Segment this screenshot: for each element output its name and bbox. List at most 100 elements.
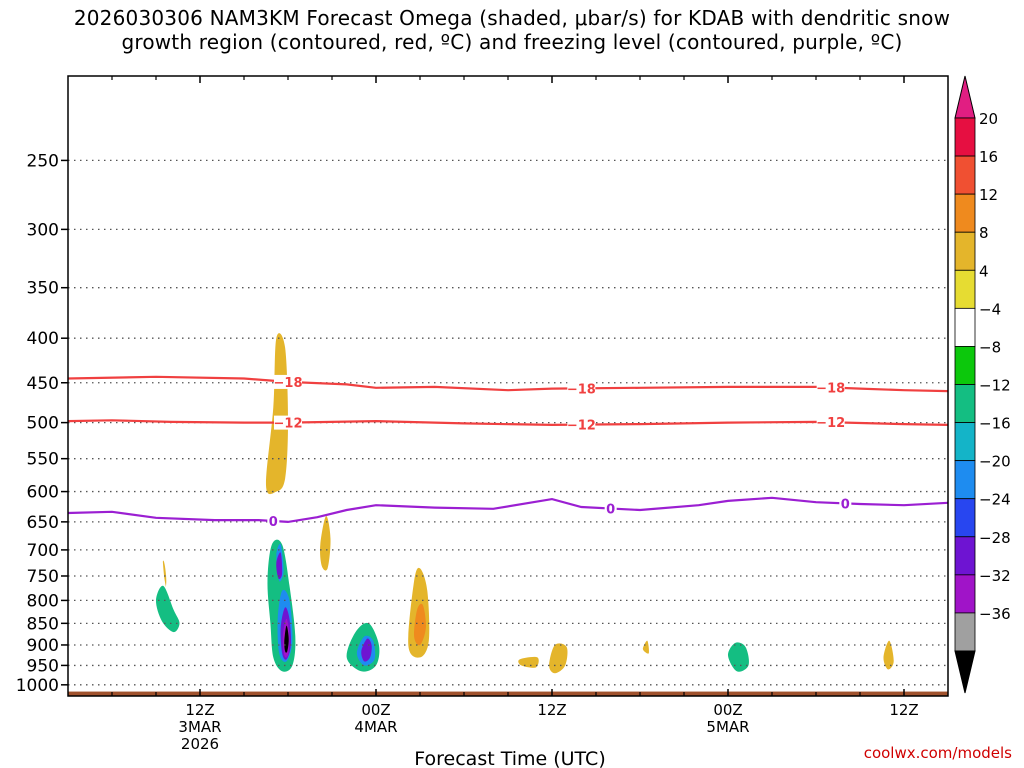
omega-region-12 (309, 636, 318, 662)
colorbar-band-6 (954, 346, 976, 385)
xtick-label-0-2: 2026 (181, 735, 219, 753)
colorbar-label-11: −28 (979, 529, 1011, 547)
omega-region-8 (883, 640, 894, 670)
chart-title: 2026030306 NAM3KM Forecast Omega (shaded… (0, 6, 1024, 54)
omega-region-15 (672, 656, 689, 680)
colorbar-band-3 (954, 231, 976, 271)
colorbar-band-10 (954, 498, 976, 538)
contour-label-bg-2-0 (267, 513, 280, 528)
chart-title-line-2: growth region (contoured, red, ºC) and f… (121, 30, 903, 54)
contour-label-bg-0-0 (274, 374, 302, 389)
xtick-label-1-1: 4MAR (354, 718, 397, 736)
colorbar-band-2 (954, 193, 976, 233)
contour-line-2 (67, 496, 949, 524)
ytick-label-300: 300 (27, 220, 59, 240)
omega-region-25 (276, 552, 283, 580)
temperature-contours: −18 −18 −18 −12 −12 −12 0 0 0 (67, 374, 949, 530)
ytick-label-450: 450 (27, 374, 59, 394)
omega-region-17 (610, 665, 617, 674)
xtick-label-2-0: 12Z (537, 701, 566, 719)
colorbar-band-13 (954, 612, 976, 652)
y-axis: 2503003504004505005506006507007508008509… (16, 151, 68, 696)
colorbar-label-1: 16 (979, 148, 998, 166)
contour-label-bg-1-2 (816, 415, 845, 430)
contour-label-0-0: −18 (274, 376, 303, 391)
ytick-label-650: 650 (27, 513, 59, 533)
omega-region-21 (727, 642, 749, 672)
omega-region-10 (144, 470, 237, 677)
contour-label-0-2: −18 (816, 381, 845, 396)
omega-region-1 (320, 515, 331, 571)
colorbar-band-7 (954, 384, 976, 423)
colorbar-band-9 (954, 460, 976, 500)
colorbar-band-1 (954, 155, 976, 195)
contour-label-bg-0-2 (816, 380, 845, 395)
ytick-label-750: 750 (27, 567, 59, 587)
xtick-label-4-0: 12Z (889, 701, 918, 719)
omega-region-6 (518, 656, 539, 668)
omega-region-29 (284, 625, 289, 653)
ytick-label-700: 700 (27, 541, 59, 561)
ytick-label-1000: 1000 (16, 676, 59, 696)
colorbar-band-5 (954, 307, 976, 347)
colorbar-label-7: −12 (979, 377, 1011, 395)
colorbar-band-11 (954, 536, 976, 576)
omega-region-16 (487, 665, 493, 676)
pressure-gridlines (68, 159, 948, 686)
ytick-label-250: 250 (27, 151, 59, 171)
ytick-label-500: 500 (27, 414, 59, 434)
colorbar-band-4 (954, 269, 976, 309)
ytick-label-900: 900 (27, 636, 59, 656)
contour-label-0-1: −18 (567, 382, 596, 397)
xtick-label-0-0: 12Z (185, 701, 214, 719)
colorbar-label-8: −16 (979, 415, 1011, 433)
colorbar-label-9: −20 (979, 453, 1011, 471)
colorbar-over-arrow (954, 75, 976, 119)
ytick-label-850: 850 (27, 614, 59, 634)
contour-label-1-2: −12 (816, 416, 845, 431)
colorbar-label-5: −4 (979, 300, 1001, 318)
colorbar-band-12 (954, 574, 976, 614)
colorbar-label-13: −36 (979, 605, 1011, 623)
ytick-label-550: 550 (27, 450, 59, 470)
contour-label-bg-2-2 (839, 496, 852, 511)
colorbar-band-8 (954, 422, 976, 462)
colorbar-label-10: −24 (979, 491, 1011, 509)
chart-title-line-1: 2026030306 NAM3KM Forecast Omega (shaded… (73, 6, 951, 30)
ytick-label-400: 400 (27, 329, 59, 349)
contour-line-0 (67, 375, 949, 393)
omega-region-7 (642, 640, 650, 654)
contour-label-2-1: 0 (606, 503, 615, 518)
x-axis-label: Forecast Time (UTC) (414, 748, 605, 768)
contour-label-2-0: 0 (269, 515, 278, 530)
contour-label-bg-1-0 (274, 415, 302, 430)
contour-label-2-2: 0 (841, 497, 850, 512)
omega-region-0 (265, 333, 288, 495)
colorbar-under-arrow (954, 650, 976, 694)
omega-region-4 (414, 603, 426, 646)
contour-label-1-1: −12 (567, 419, 596, 434)
contour-label-bg-0-1 (567, 381, 596, 396)
colorbar-label-0: 20 (979, 110, 998, 128)
omega-region-18 (155, 585, 180, 633)
contour-label-1-0: −12 (274, 417, 303, 432)
colorbar-label-12: −32 (979, 567, 1011, 585)
xtick-label-3-1: 5MAR (706, 718, 749, 736)
ytick-label-350: 350 (27, 279, 59, 299)
credit-link[interactable]: coolwx.com/models (863, 744, 1012, 762)
omega-region-27 (361, 638, 372, 662)
colorbar-label-2: 12 (979, 186, 998, 204)
xtick-label-3-0: 00Z (713, 701, 742, 719)
omega-region-5 (549, 643, 568, 674)
ytick-label-800: 800 (27, 591, 59, 611)
xtick-label-0-1: 3MAR (178, 718, 221, 736)
xtick-label-1-0: 00Z (361, 701, 390, 719)
contour-label-bg-2-1 (604, 501, 617, 516)
colorbar-band-0 (954, 117, 976, 157)
colorbar-label-6: −8 (979, 338, 1001, 356)
omega-shading (68, 333, 948, 696)
colorbar-label-3: 8 (979, 224, 989, 242)
contour-line-1 (67, 419, 949, 427)
